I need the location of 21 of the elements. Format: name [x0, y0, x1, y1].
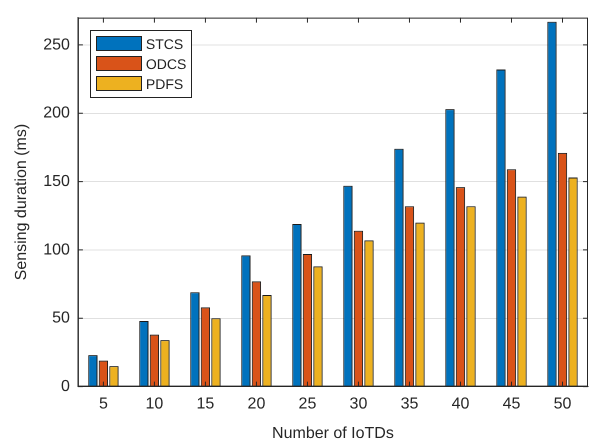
legend-label: PDFS	[146, 76, 184, 92]
y-tick-label: 0	[60, 378, 70, 396]
x-tick-label: 30	[350, 396, 368, 413]
x-tick-label: 20	[248, 396, 266, 413]
y-axis-title: Sensing duration (ms)	[13, 124, 30, 280]
legend-label: ODCS	[146, 56, 186, 72]
y-tick-label: 150	[43, 173, 70, 190]
x-tick-label: 10	[146, 396, 164, 413]
y-tick-label: 200	[43, 104, 70, 122]
x-tick-label: 15	[196, 396, 214, 413]
legend-label: STCS	[146, 36, 184, 52]
x-tick-label: 40	[452, 396, 470, 413]
x-axis-title: Number of IoTDs	[272, 424, 394, 442]
x-tick-label: 45	[502, 396, 520, 413]
x-tick-label: 5	[98, 396, 108, 413]
y-tick-label: 100	[43, 241, 70, 258]
x-tick-label: 25	[298, 396, 316, 413]
x-tick-label: 50	[554, 396, 572, 413]
x-tick-label: 35	[400, 396, 418, 413]
y-tick-label: 250	[43, 36, 70, 54]
y-tick-label: 50	[52, 310, 70, 327]
